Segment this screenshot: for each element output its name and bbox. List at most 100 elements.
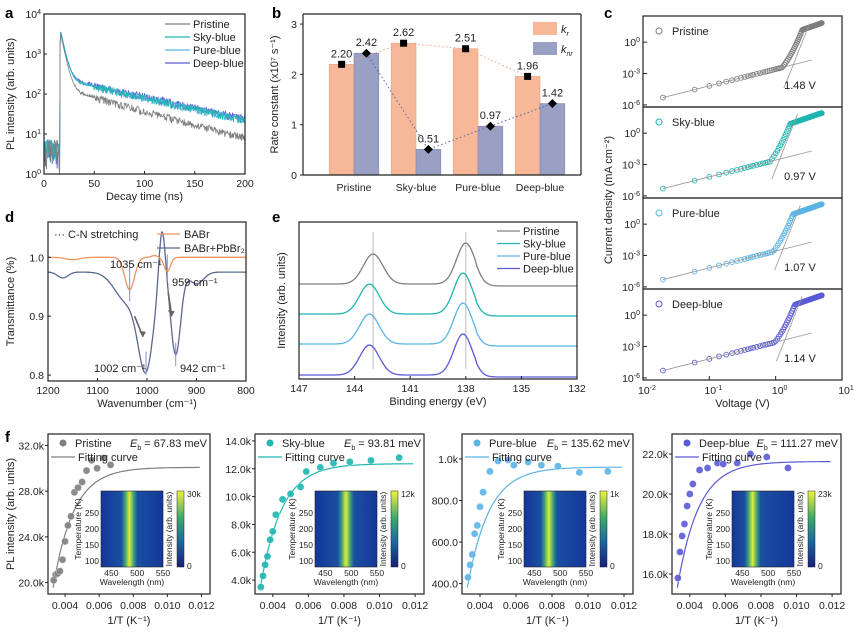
decay-curve-sky_blue (43, 32, 246, 174)
x-axis-label: Decay time (ns) (106, 191, 183, 203)
pl-data-point (82, 466, 91, 475)
y-tick-label: 0.8 (29, 370, 44, 382)
x-tick-label: Sky-blue (396, 182, 437, 194)
inset-x-label: Wavelength (nm) (314, 577, 379, 587)
inset-y-tick-label: 200 (716, 524, 730, 534)
y-tick-label: 103 (25, 49, 41, 61)
jv-data-point (744, 164, 751, 171)
x-tick-label: 10-1 (704, 385, 722, 397)
x-tick-label: 132 (568, 383, 586, 395)
y-tick-label: 16.0k (642, 569, 668, 581)
pl-data-point (257, 583, 265, 591)
xps-curve-pristine (299, 242, 577, 287)
y-tick-label: 32.0k (18, 440, 44, 452)
jv-data-point (757, 252, 763, 258)
bar-kr (514, 76, 541, 176)
y-tick-label: 10-3 (622, 251, 640, 263)
inset-x-tick-label: 550 (579, 568, 593, 578)
x-tick-label: 1100 (86, 385, 109, 397)
colorbar-label: Intensity (arb. units) (378, 492, 388, 567)
legend-label: Fitting curve (492, 452, 552, 464)
y-tick-label: 1.0k (438, 454, 459, 466)
jv-data-point (782, 131, 789, 138)
x-axis-label: 1/T (K⁻¹) (735, 615, 778, 627)
jv-data-point (744, 255, 751, 262)
y-tick-label: 2 (291, 69, 297, 81)
x-axis-label: Binding energy (eV) (389, 396, 486, 408)
jv-data-point (706, 83, 713, 89)
x-tick-label: 0.010 (783, 600, 809, 612)
x-tick-label: 200 (236, 178, 254, 190)
inset-heatmap (524, 491, 586, 567)
fitting-curve (52, 466, 200, 588)
pl-data-point (367, 456, 375, 465)
y-tick-label: 6.0k (231, 547, 252, 559)
shift-arrowhead (139, 330, 147, 337)
legend-label: Pristine (75, 438, 112, 450)
x-tick-label: 0.012 (188, 600, 214, 612)
inset-y-tick-label: 150 (85, 540, 99, 550)
jv-data-point (750, 162, 757, 169)
inset-y-tick-label: 100 (716, 556, 730, 566)
spectrum-babr (48, 254, 246, 291)
legend-marker (655, 209, 663, 217)
jv-data-point (660, 367, 666, 374)
y-tick-label: 22.0k (642, 449, 668, 461)
colorbar-label: Intensity (arb. units) (164, 492, 174, 567)
turn-on-voltage-label: 1.07 V (784, 262, 816, 274)
pl-data-point (604, 467, 612, 476)
spectrum-babr-pbbr2 (48, 230, 246, 374)
pl-data-point (56, 567, 64, 575)
jv-data-point (706, 174, 713, 180)
subplot-frame (642, 288, 843, 381)
pl-data-point (695, 466, 704, 474)
jv-data-point (741, 165, 748, 171)
bar-kr (452, 48, 479, 176)
x-tick-label: 0.012 (402, 600, 428, 612)
kr-marker (338, 60, 346, 68)
kr-value-label: 2.51 (455, 33, 476, 45)
high-voltage-fit-line (776, 296, 803, 362)
inset-frame (731, 490, 795, 568)
pl-data-point (64, 521, 72, 530)
jv-data-point (753, 344, 760, 350)
x-tick-label: 101 (838, 385, 854, 397)
inset-y-label: Temperature (K) (704, 498, 714, 560)
jv-data-point (716, 80, 722, 87)
knr-trend-line (365, 52, 553, 150)
x-tick-label: Deep-blue (516, 182, 565, 194)
pl-data-point (286, 490, 295, 498)
fitting-curve (676, 461, 831, 588)
subplot-frame (254, 433, 425, 595)
pl-data-point (494, 457, 502, 465)
pl-data-point (296, 483, 305, 491)
jv-data-point (660, 94, 666, 101)
x-tick-label: 150 (186, 178, 204, 190)
x-tick-label: 0.012 (819, 600, 845, 612)
inset-y-tick-label: 200 (299, 524, 313, 534)
jv-data-point (741, 74, 748, 80)
pl-data-point (473, 521, 482, 530)
pl-data-point (61, 537, 69, 546)
y-tick-label: 0 (291, 170, 297, 182)
y-tick-label: 8.0k (231, 519, 252, 531)
pl-data-point (746, 450, 755, 458)
jv-data-point (747, 254, 754, 261)
inset-x-tick-label: 550 (787, 568, 801, 578)
binding-energy-label: Eb = 135.62 meV (547, 438, 631, 452)
jv-data-point (706, 356, 713, 362)
jv-data-point (691, 359, 698, 366)
jv-data-point (734, 167, 740, 173)
panel-f: 20.0k 24.0k 28.0k 32.0k 0.004 0.006 0.008 0.010… (5, 433, 845, 627)
jv-data-point (741, 347, 748, 353)
low-voltage-fit-line (662, 59, 812, 98)
x-tick-label: 0.006 (295, 600, 321, 612)
inset-heatmap (732, 491, 794, 567)
x-tick-label: 100 (136, 178, 154, 190)
pl-data-point (99, 454, 108, 462)
jv-data-point (750, 253, 757, 260)
pl-data-point (470, 529, 479, 538)
kr-trend-line (341, 42, 528, 77)
high-voltage-fit-line (771, 114, 798, 180)
